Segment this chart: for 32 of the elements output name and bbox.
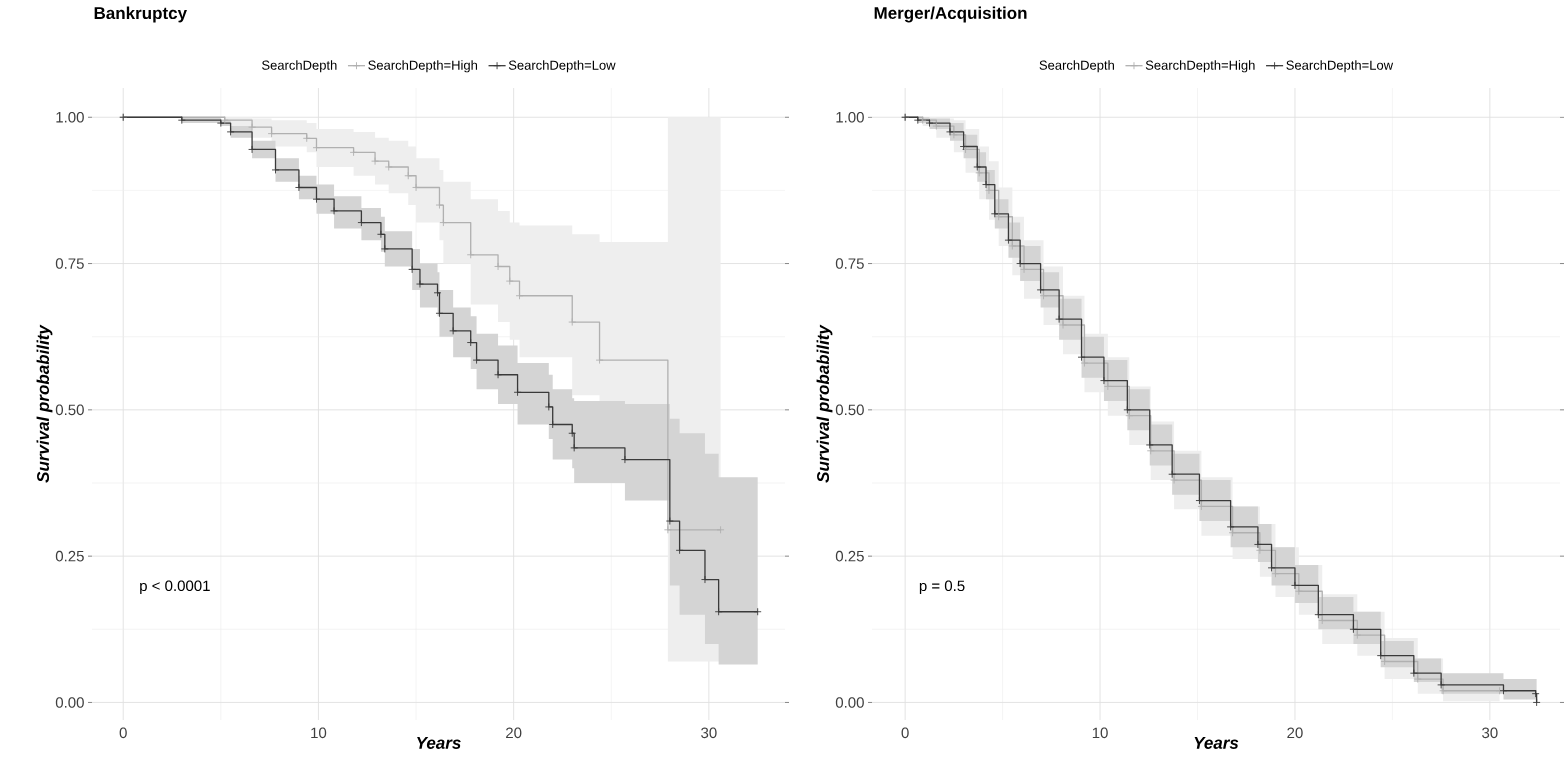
y-axis-title: Survival probability: [36, 324, 53, 483]
x-axis-title: Years: [417, 737, 461, 749]
y-tick-label: 0.75: [55, 258, 84, 269]
x-tick-label: 10: [311, 727, 327, 739]
y-tick-label: 0.75: [835, 258, 864, 269]
x-tick-label: 0: [901, 727, 909, 739]
y-tick-label: 0.50: [55, 404, 84, 416]
x-tick-label: 20: [1287, 727, 1303, 739]
x-tick-label: 0: [119, 727, 127, 739]
chart-title: Merger/Acquisition: [874, 6, 1027, 23]
x-tick-label: 20: [506, 727, 522, 739]
y-tick-label: 0.00: [55, 697, 84, 708]
y-tick-label: 0.50: [835, 404, 864, 416]
legend-title: SearchDepth: [1039, 60, 1114, 73]
annotation: p < 0.0001: [140, 580, 210, 595]
y-tick-label: 1.00: [836, 111, 864, 123]
x-tick-label: 30: [701, 727, 717, 739]
x-tick-label: 30: [1482, 727, 1498, 739]
y-tick-label: 0.25: [55, 550, 84, 562]
x-axis-title: Years: [1194, 737, 1239, 749]
y-tick-label: 0.00: [835, 697, 864, 708]
legend-label: SearchDepth=Low: [508, 60, 616, 73]
y-tick-label: 0.25: [835, 550, 864, 562]
y-tick-label: 1.00: [56, 111, 84, 123]
legend-label: SearchDepth=High: [368, 60, 478, 73]
legend-label: SearchDepth=High: [1145, 60, 1255, 73]
y-axis-title: Survival probability: [816, 324, 833, 483]
x-tick-label: 10: [1092, 727, 1108, 739]
legend-title: SearchDepth: [262, 60, 337, 73]
annotation: p = 0.5: [919, 580, 965, 595]
chart-title: Bankruptcy: [94, 6, 187, 23]
legend-label: SearchDepth=Low: [1286, 60, 1394, 73]
